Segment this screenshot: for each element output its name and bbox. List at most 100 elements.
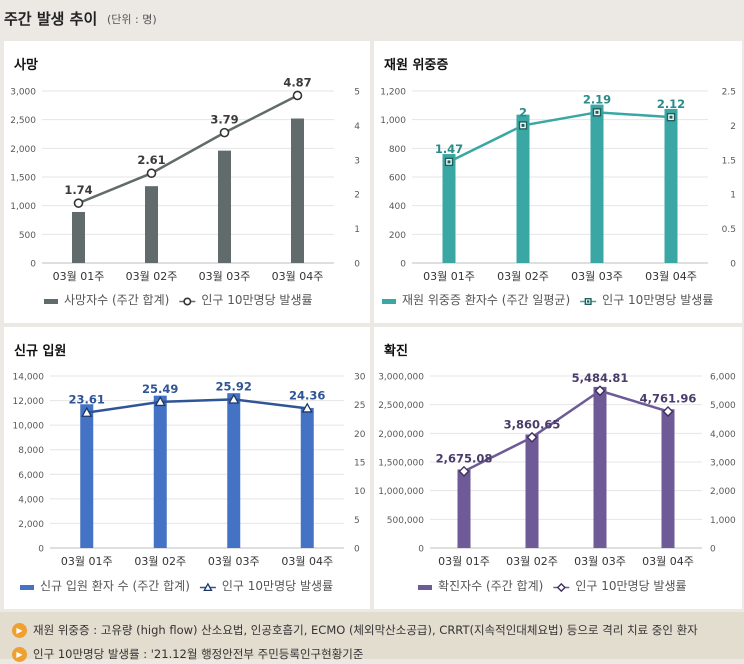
line-marker — [73, 198, 84, 208]
category-label: 03월 02주 — [497, 270, 549, 283]
bar — [80, 404, 94, 548]
data-label: 23.61 — [69, 393, 105, 407]
left-tick-label: 2,000 — [18, 520, 44, 530]
data-label: 1.74 — [64, 183, 92, 197]
page-header: 주간 발생 추이 (단위 : 명) — [0, 0, 744, 38]
data-label: 2.19 — [583, 92, 611, 106]
legend-bar-swatch — [20, 585, 34, 590]
right-tick-label: 4,000 — [710, 430, 736, 440]
right-tick-label: 1,000 — [710, 516, 736, 526]
right-tick-label: 5,000 — [710, 401, 736, 411]
chart-svg: 사망 0 500 1,000 1,500 2,000 2,500 3,000 0 1 2 3 4 5 03월… — [10, 57, 360, 307]
right-tick-label: 2 — [730, 122, 736, 132]
right-tick-label: 3,000 — [710, 459, 736, 469]
left-tick-label: 0 — [38, 545, 44, 555]
right-tick-label: 0.5 — [722, 225, 736, 235]
data-label: 1.47 — [435, 142, 463, 156]
left-tick-label: 1,000 — [380, 116, 406, 126]
line-marker-core — [595, 110, 599, 114]
bar — [72, 211, 85, 263]
bar — [593, 386, 607, 548]
category-label: 03월 01주 — [53, 270, 105, 283]
category-label: 03월 04주 — [642, 555, 694, 568]
line-marker — [526, 431, 538, 443]
right-tick-label: 2.5 — [722, 88, 736, 98]
category-label: 03월 03주 — [208, 555, 260, 568]
bar — [661, 409, 675, 548]
left-tick-label: 6,000 — [18, 471, 44, 481]
category-label: 03월 01주 — [438, 555, 490, 568]
right-tick-label: 4 — [354, 122, 360, 132]
line-marker — [81, 406, 93, 417]
bar — [145, 186, 158, 263]
legend-marker — [556, 582, 566, 593]
category-label: 03월 04주 — [645, 270, 697, 283]
legend-marker-core — [586, 300, 590, 303]
unit-label: (단위 : 명) — [107, 13, 157, 26]
note-critical: ▶ 재원 위중증 : 고유량 (high flow) 산소요법, 인공호흡기, … — [12, 620, 698, 640]
left-tick-label: 2,500 — [10, 116, 36, 126]
line-marker — [228, 393, 240, 404]
right-tick-label: 1 — [730, 191, 736, 201]
data-label: 5,484.81 — [572, 371, 629, 385]
line-marker-core — [669, 115, 673, 119]
chart-title: 사망 — [14, 57, 38, 73]
category-label: 03월 01주 — [423, 270, 475, 283]
legend-bar-label: 확진자수 (주간 합계) — [438, 579, 543, 593]
line-marker-core — [521, 123, 525, 127]
rate-line — [448, 111, 672, 163]
bar — [300, 407, 314, 548]
right-tick-label: 1 — [354, 225, 360, 235]
right-tick-label: 10 — [354, 487, 366, 497]
chart-title: 재원 위중증 — [384, 58, 448, 73]
legend-marker — [203, 582, 213, 592]
left-tick-label: 0 — [30, 260, 36, 270]
bar — [590, 104, 604, 263]
left-tick-label: 2,000,000 — [378, 430, 424, 440]
right-tick-label: 2 — [354, 191, 360, 201]
right-tick-label: 20 — [354, 430, 366, 440]
chart-title: 신규 입원 — [14, 344, 66, 359]
left-tick-label: 1,500,000 — [378, 459, 424, 469]
legend-line-label: 인구 10만명당 발생률 — [201, 293, 312, 307]
left-tick-label: 3,000 — [10, 88, 36, 98]
right-tick-label: 0 — [354, 545, 360, 555]
left-tick-label: 200 — [389, 231, 406, 241]
right-tick-label: 6,000 — [710, 373, 736, 383]
left-tick-label: 500,000 — [387, 516, 424, 526]
left-tick-label: 600 — [389, 174, 406, 184]
left-tick-label: 1,000,000 — [378, 487, 424, 497]
category-label: 03월 01주 — [61, 555, 113, 568]
data-label: 4,761.96 — [640, 391, 697, 405]
data-label: 3,860.65 — [504, 417, 561, 431]
right-tick-label: 1.5 — [722, 156, 736, 166]
rate-line — [86, 398, 308, 414]
data-label: 24.36 — [289, 388, 325, 402]
right-tick-label: 0 — [730, 260, 736, 270]
page-title: 주간 발생 추이 — [4, 10, 98, 28]
right-tick-label: 5 — [354, 516, 360, 526]
legend-line-label: 인구 10만명당 발생률 — [222, 579, 333, 593]
category-label: 03월 03주 — [571, 270, 623, 283]
left-tick-label: 14,000 — [13, 373, 45, 383]
bar — [218, 150, 231, 263]
bar — [442, 154, 456, 263]
rate-line — [463, 389, 669, 473]
bar — [664, 108, 678, 264]
right-tick-label: 30 — [354, 373, 366, 383]
legend-bar-label: 신규 입원 환자 수 (주간 합계) — [40, 579, 190, 593]
line-marker — [154, 396, 166, 407]
legend-bar-swatch — [418, 585, 432, 590]
line-marker — [662, 406, 674, 417]
chart-panel-deaths: 사망 0 500 1,000 1,500 2,000 2,500 3,000 0 1 2 3 4 5 03월… — [4, 41, 370, 323]
bar — [525, 434, 539, 548]
line-marker — [458, 465, 470, 477]
line-marker-core — [447, 160, 451, 164]
chart-panel-confirmed: 확진 0 500,000 1,000,000 1,500,000 2,000,000 2,5… — [374, 327, 742, 609]
data-label: 25.92 — [216, 379, 252, 393]
note-rate-text: 인구 10만명당 발생률 : '21.12월 행정안전부 주민등록인구현황기준 — [33, 647, 364, 661]
left-tick-label: 2,500,000 — [378, 401, 424, 411]
right-tick-label: 2,000 — [710, 487, 736, 497]
left-tick-label: 1,500 — [10, 174, 36, 184]
bar — [153, 395, 167, 548]
